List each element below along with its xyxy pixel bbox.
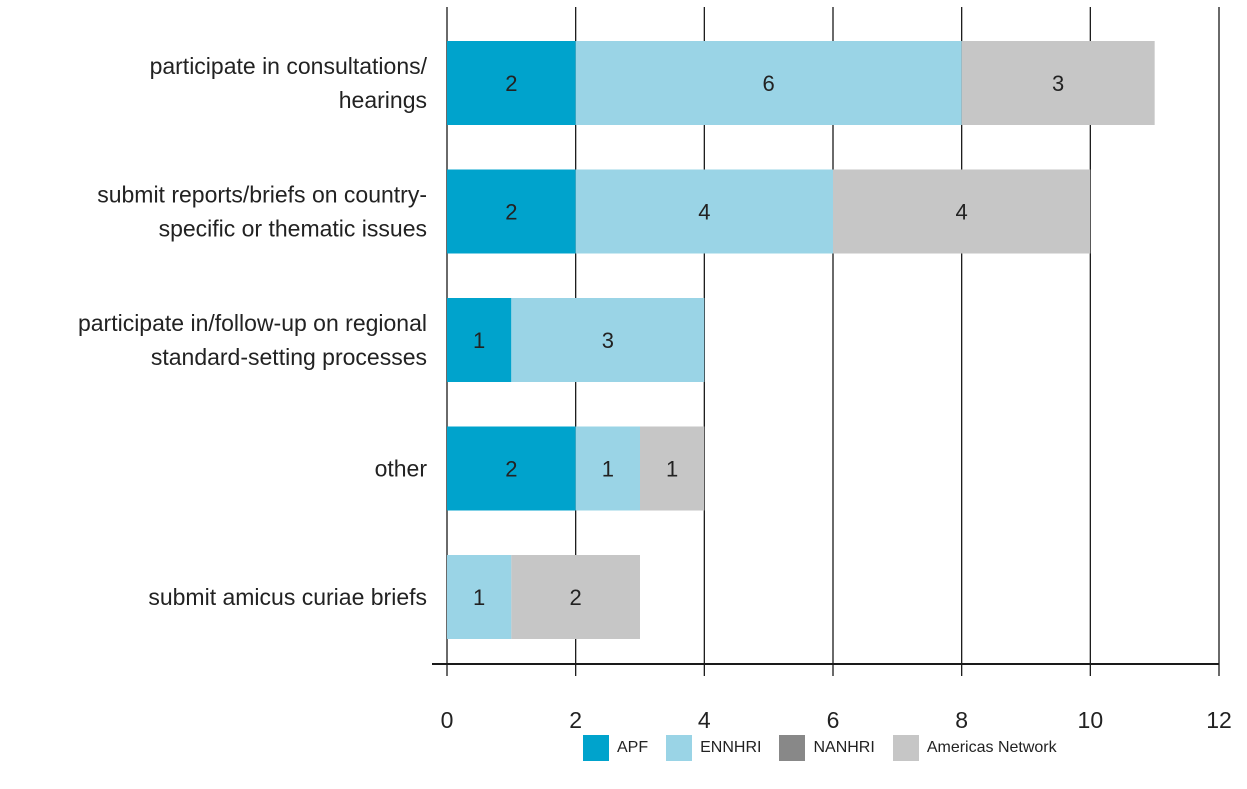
category-label: submit reports/briefs on country- [97,182,427,208]
data-label: 2 [505,457,517,482]
category-label: other [375,456,428,482]
legend-label: APF [617,739,649,756]
legend-label: NANHRI [813,739,875,756]
data-label: 6 [763,71,775,96]
data-label: 1 [666,457,678,482]
legend-swatch [779,735,806,761]
bar-segment [640,426,705,511]
legend: APF ENNHRI NANHRI Americas Network [583,735,1075,761]
category-label: standard-setting processes [151,344,427,370]
bar-segment [447,41,576,125]
bar-segment [833,169,1091,254]
legend-swatch [666,735,693,761]
legend-item: NANHRI [779,735,875,761]
bar-segment [447,555,512,639]
category-label: participate in/follow-up on regional [78,310,427,336]
data-label: 3 [602,328,614,353]
bar-segment [511,555,640,639]
category-label: specific or thematic issues [159,216,427,242]
legend-item: APF [583,735,648,761]
x-tick-label: 12 [1206,707,1232,733]
legend-label: Americas Network [926,739,1057,756]
legend-swatch [583,735,609,761]
x-tick-label: 10 [1078,707,1104,733]
x-axis: 0 2 4 6 8 10 12 [432,663,1232,733]
data-label: 4 [956,200,968,225]
category-label: participate in consultations/ [150,53,428,79]
data-label: 1 [473,328,485,353]
x-tick-label: 0 [441,707,454,733]
x-tick-label: 4 [698,707,711,733]
x-tick-label: 6 [827,707,840,733]
legend-label: ENNHRI [700,739,762,756]
bar-segment [447,298,512,382]
x-tick-label: 2 [569,707,582,733]
bar-segment [447,426,576,511]
bar-segment [511,298,705,382]
legend-item: Americas Network [892,735,1057,761]
bar-segment [575,426,640,511]
bar-segment [961,41,1155,125]
data-label: 2 [570,585,582,610]
bar-segment [575,169,833,254]
data-label: 4 [698,200,710,225]
data-label: 1 [473,585,485,610]
category-label: submit amicus curiae briefs [148,584,427,610]
data-label: 2 [505,71,517,96]
bar-segment [447,169,576,254]
x-tick-label: 8 [955,707,968,733]
data-label: 1 [602,457,614,482]
category-label: hearings [339,87,427,113]
data-label: 2 [505,200,517,225]
data-label: 3 [1052,71,1064,96]
bars: 2 6 3 2 4 4 1 3 2 1 1 1 2 [447,41,1155,639]
bar-segment [575,41,962,125]
legend-swatch [892,735,919,761]
category-labels: participate in consultations/hearings sub… [78,53,428,610]
legend-item: ENNHRI [666,735,761,761]
